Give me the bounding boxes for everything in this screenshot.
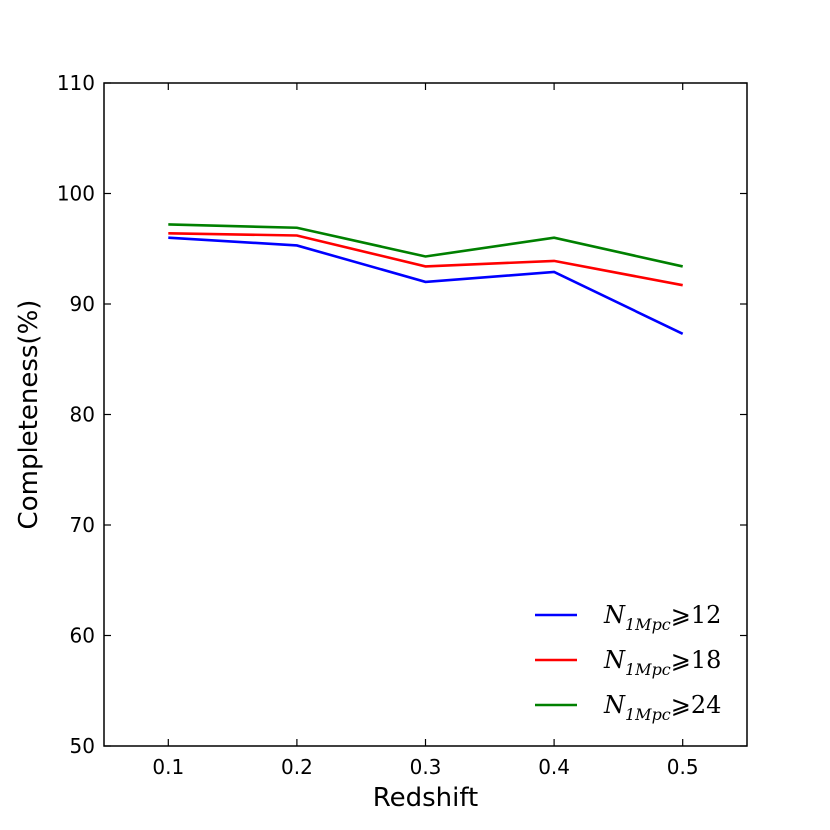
series-line-2 bbox=[168, 231, 683, 287]
x-axis-label: Redshift bbox=[373, 783, 479, 813]
y-tick-label: 110 bbox=[57, 71, 95, 95]
series-layer bbox=[168, 223, 684, 336]
legend-label: N1Mpc⩾12 bbox=[603, 601, 721, 634]
x-tick-label: 0.5 bbox=[667, 755, 699, 779]
y-tick-label: 60 bbox=[70, 624, 95, 648]
x-tick-label: 0.2 bbox=[281, 755, 313, 779]
legend: N1Mpc⩾12 N1Mpc⩾18 N1Mpc⩾24 bbox=[535, 601, 721, 724]
legend-label: N1Mpc⩾24 bbox=[603, 691, 721, 724]
plot-frame bbox=[103, 82, 748, 747]
ticks-layer: 0.1 0.2 0.3 0.4 0.5 50 60 70 80 90 100 110 bbox=[57, 71, 747, 779]
y-axis-label: Completeness(%) bbox=[14, 300, 44, 530]
y-tick-label: 50 bbox=[70, 734, 95, 758]
y-tick-label: 100 bbox=[57, 182, 95, 206]
series-line-3 bbox=[168, 223, 683, 268]
y-tick-label: 80 bbox=[70, 403, 95, 427]
legend-label: N1Mpc⩾18 bbox=[603, 646, 721, 679]
x-tick-label: 0.1 bbox=[152, 755, 184, 779]
y-tick-label: 90 bbox=[70, 292, 95, 316]
series-line-1 bbox=[168, 236, 684, 336]
y-tick-label: 70 bbox=[70, 513, 95, 537]
x-tick-label: 0.3 bbox=[410, 755, 442, 779]
x-tick-label: 0.4 bbox=[538, 755, 570, 779]
